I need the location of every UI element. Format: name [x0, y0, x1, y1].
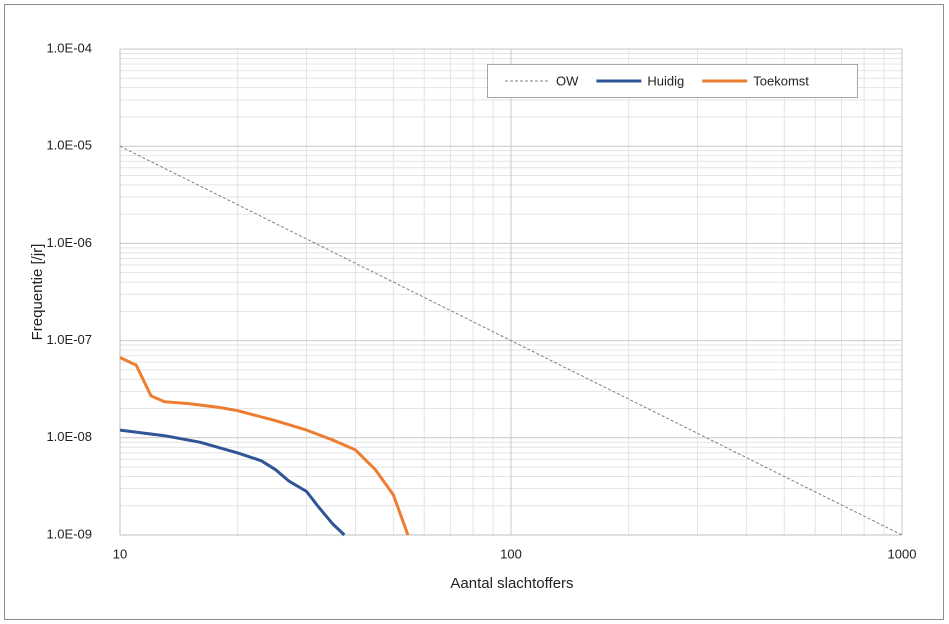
legend: OW Huidig Toekomst: [487, 64, 858, 98]
x-tick-label: 1000: [888, 546, 917, 561]
legend-label: OW: [556, 73, 579, 88]
y-tick-label: 1.0E-07: [46, 332, 92, 347]
y-tick-label: 1.0E-05: [46, 138, 92, 153]
legend-label: Huidig: [647, 73, 684, 88]
x-axis-title: Aantal slachtoffers: [450, 575, 573, 592]
chart-border: [4, 4, 944, 620]
y-axis-title: Frequentie [/jr]: [29, 244, 46, 341]
y-tick-label: 1.0E-04: [46, 40, 92, 55]
x-tick-label: 100: [500, 546, 522, 561]
series-line: [119, 145, 903, 536]
legend-label: Toekomst: [753, 73, 809, 88]
y-tick-label: 1.0E-06: [46, 235, 92, 250]
series-line: [119, 356, 410, 536]
x-tick-label: 10: [113, 546, 127, 561]
series-line: [119, 428, 346, 537]
legend-box: [487, 64, 858, 98]
y-tick-label: 1.0E-09: [46, 526, 92, 541]
y-tick-label: 1.0E-08: [46, 429, 92, 444]
